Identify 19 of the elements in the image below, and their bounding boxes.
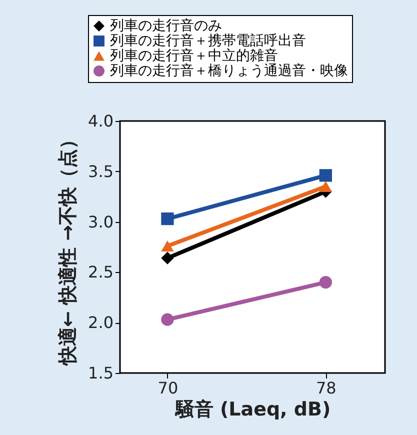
y-tick-label: 4.0 (88, 112, 114, 130)
y-tick-label: 1.5 (88, 364, 114, 382)
legend-label: 列車の走行音＋携帯電話呼出音 (110, 33, 306, 49)
point (161, 212, 174, 226)
point (161, 313, 174, 326)
legend-label: 列車の走行音＋橋りょう通過音・映像 (110, 63, 348, 79)
legend-label: 列車の走行音＋中立的雑音 (110, 48, 278, 64)
x-tick-label: 78 (316, 378, 336, 398)
x-tick-label: 70 (158, 378, 178, 398)
point (319, 276, 332, 289)
y-tick-label: 2.0 (88, 313, 114, 332)
x-axis-title: 騒音 (Laeq, dB) (174, 398, 331, 420)
y-tick-label: 3.5 (88, 162, 114, 181)
point (319, 169, 332, 182)
point (161, 252, 174, 264)
y-tick-label: 2.5 (88, 262, 114, 282)
y-tick-label: 3.0 (88, 212, 114, 232)
y-axis-title: 快適← 快適性 →不快（点） (57, 130, 80, 368)
legend-label: 列車の走行音のみ (110, 18, 222, 34)
